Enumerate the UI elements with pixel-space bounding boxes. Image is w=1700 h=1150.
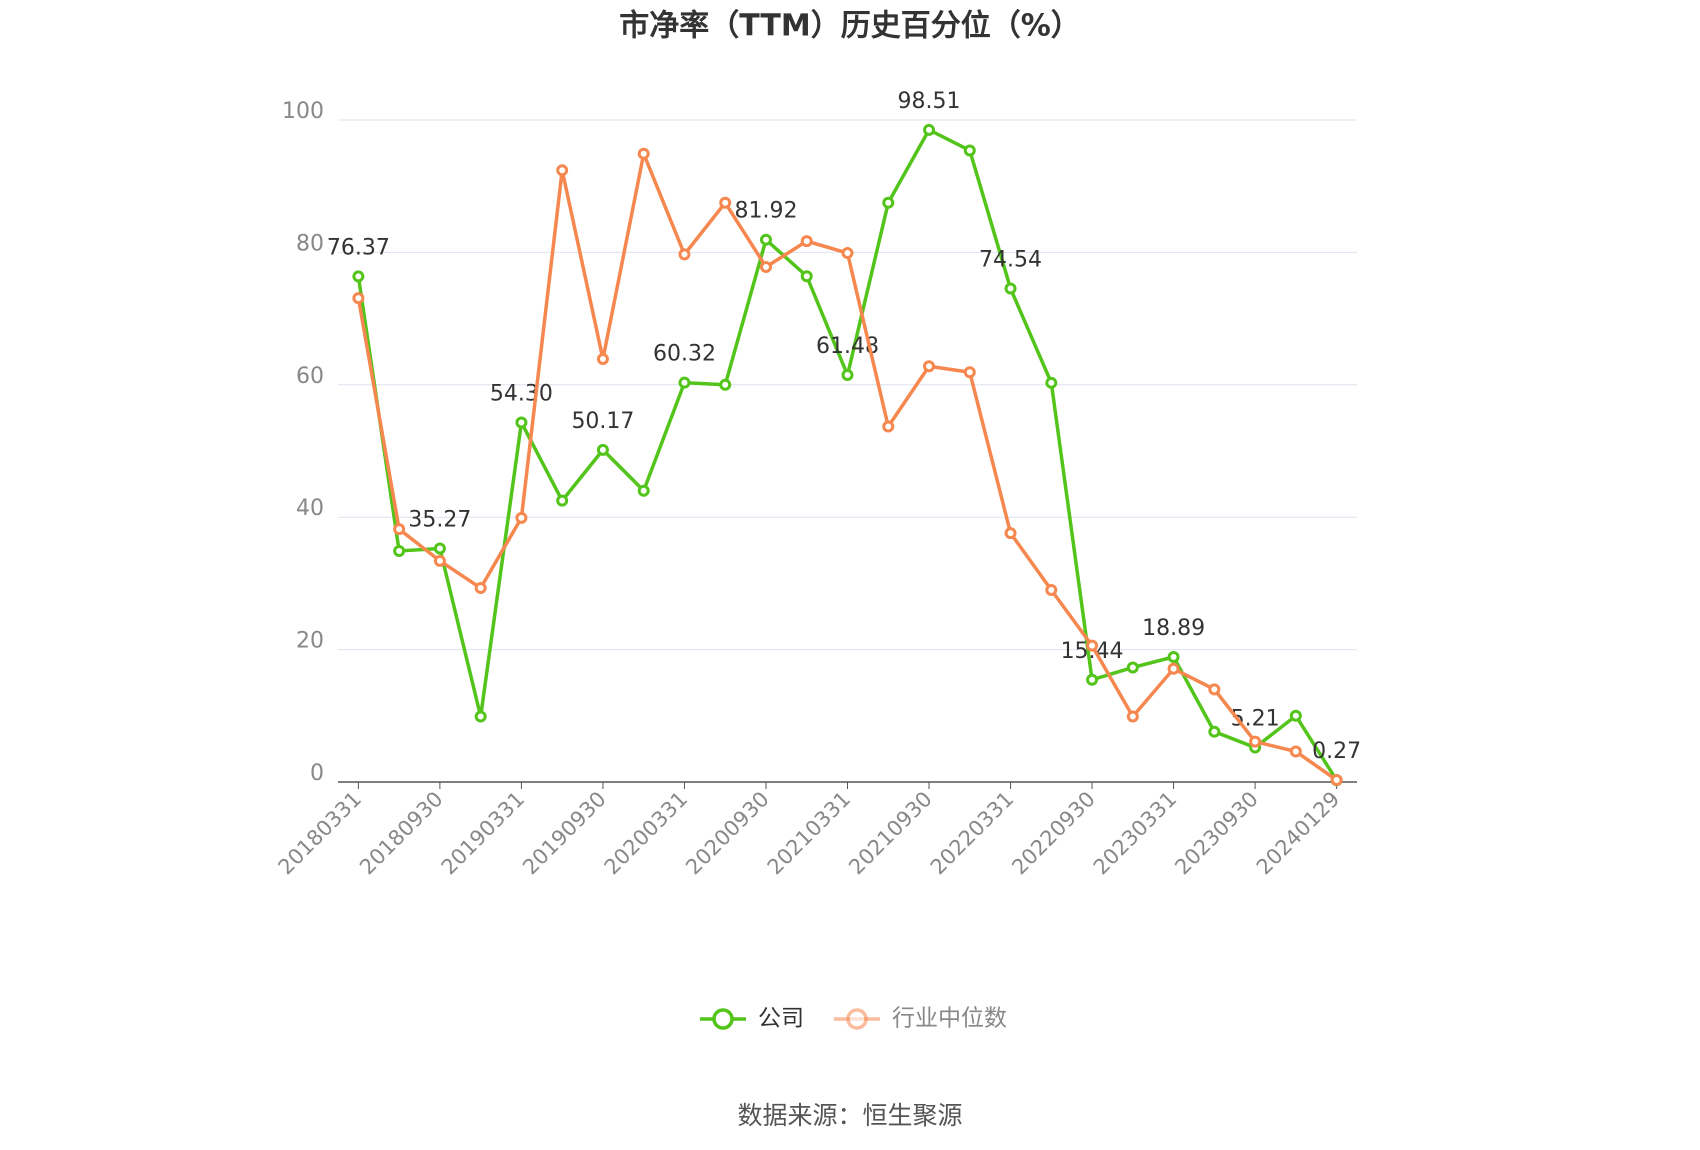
data-point [719,378,732,391]
data-point [800,235,813,248]
data-point [963,144,976,157]
data-point [1086,639,1099,652]
data-point [1249,735,1262,748]
chart-title: 市净率（TTM）历史百分位（%） [619,9,1081,44]
legend-marker [846,1008,868,1030]
data-point [1289,745,1302,758]
data-point [1167,650,1180,663]
data-point [841,247,854,260]
legend-label[interactable]: 行业中位数 [892,1006,1007,1032]
data-label: 98.51 [898,89,961,114]
data-point [1045,376,1058,389]
data-point [433,554,446,567]
legend-label[interactable]: 公司 [758,1006,804,1032]
y-tick-label: 20 [296,629,324,654]
x-tick-label: 20180930 [355,787,448,880]
x-tick-label: 20210930 [844,787,937,880]
data-point [759,260,772,273]
data-point [556,494,569,507]
data-point [596,443,609,456]
legend-marker [712,1008,734,1030]
data-label: 50.17 [571,409,634,434]
data-label: 81.92 [734,199,797,224]
data-point [1208,725,1221,738]
y-tick-label: 80 [296,231,324,256]
source-note: 数据来源：恒生聚源 [737,1101,962,1130]
y-tick-label: 60 [296,364,324,389]
data-point [637,484,650,497]
data-point [678,248,691,261]
x-tick-label: 20220331 [926,787,1019,880]
data-point [841,369,854,382]
data-point [1208,683,1221,696]
x-tick-label: 20210331 [763,787,856,880]
data-point [1004,282,1017,295]
data-point [1126,661,1139,674]
data-point [515,416,528,429]
data-point [637,147,650,160]
data-label: 35.27 [408,508,471,533]
data-point [1289,709,1302,722]
data-point [800,270,813,283]
x-tick-label: 20190331 [437,787,530,880]
x-tick-label: 20230930 [1170,787,1263,880]
data-point [556,164,569,177]
data-point [882,420,895,433]
data-point [1126,710,1139,723]
data-point [393,523,406,536]
data-point [1086,673,1099,686]
data-point [474,582,487,595]
x-tick-label: 20190930 [518,787,611,880]
data-point [923,123,936,136]
data-point [393,544,406,557]
x-tick-label: 20230331 [1089,787,1182,880]
data-point [678,376,691,389]
data-point [1167,662,1180,675]
data-point [719,196,732,209]
x-tick-label: 20180331 [274,787,367,880]
x-tick-label: 20220930 [1007,787,1100,880]
data-point [352,270,365,283]
data-point [759,233,772,246]
data-label: 60.32 [653,342,716,367]
data-point [1330,774,1343,787]
data-label: 18.89 [1142,616,1205,641]
data-point [1004,527,1017,540]
y-tick-label: 0 [310,761,324,786]
data-point [515,511,528,524]
x-tick-label: 20240129 [1252,787,1345,880]
data-point [963,366,976,379]
data-point [923,360,936,373]
data-point [1045,584,1058,597]
x-tick-label: 20200930 [681,787,774,880]
data-label: 54.30 [490,382,553,407]
y-tick-label: 40 [296,496,324,521]
data-label: 74.54 [979,248,1042,273]
data-point [882,196,895,209]
data-point [596,352,609,365]
data-point [474,710,487,723]
data-label: 0.27 [1312,739,1361,764]
data-label: 76.37 [327,235,390,260]
x-tick-label: 20200331 [600,787,693,880]
data-point [352,292,365,305]
y-tick-label: 100 [282,99,324,124]
series-line [356,127,1339,782]
data-point [433,542,446,555]
